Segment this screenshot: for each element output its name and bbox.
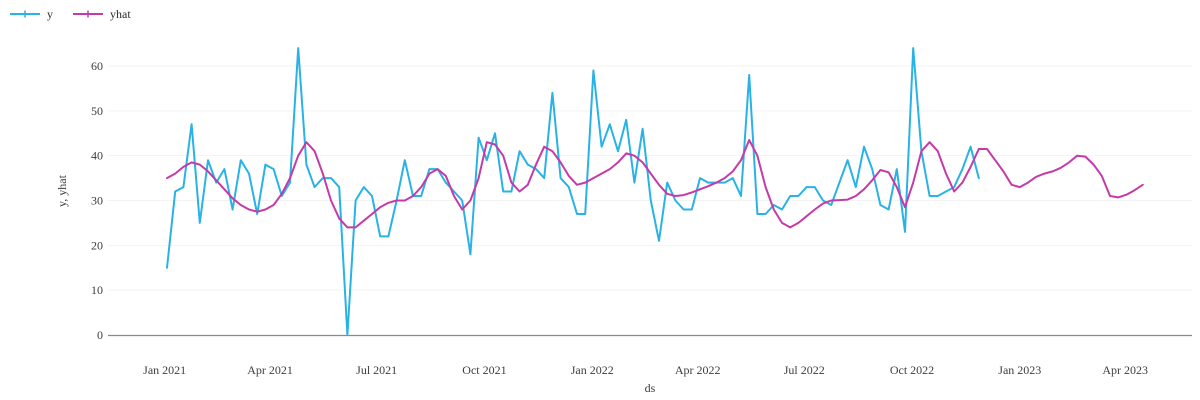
- x-tick-label: Jan 2022: [571, 363, 614, 377]
- yhat-series-line: [166, 139, 1144, 229]
- legend-item-y: y: [10, 7, 53, 20]
- y-tick-label: 50: [91, 104, 103, 118]
- x-tick-label: Jan 2023: [998, 363, 1041, 377]
- legend-label-yhat: yhat: [110, 7, 131, 21]
- chart-legend: y yhat: [10, 7, 131, 20]
- x-tick-label: Apr 2021: [247, 363, 293, 377]
- y-tick-label: 40: [91, 149, 103, 163]
- x-tick-label: Apr 2022: [675, 363, 721, 377]
- x-tick-label: Jul 2022: [784, 363, 825, 377]
- x-tick-label: Jul 2021: [356, 363, 397, 377]
- x-tick-label: Apr 2023: [1102, 363, 1148, 377]
- y-tick-label: 60: [91, 59, 103, 73]
- y-tick-label: 10: [91, 283, 103, 297]
- y-tick-label: 20: [91, 238, 103, 252]
- x-tick-label: Oct 2021: [462, 363, 506, 377]
- legend-item-yhat: yhat: [73, 7, 131, 20]
- x-axis-title: ds: [645, 381, 656, 395]
- y-series-line: [166, 47, 980, 336]
- y-tick-label: 0: [97, 328, 103, 342]
- x-tick-label: Jan 2021: [143, 363, 186, 377]
- y-line-swatch-icon: [10, 10, 40, 17]
- yhat-line-swatch-icon: [73, 10, 103, 17]
- y-tick-label: 30: [91, 194, 103, 208]
- legend-label-y: y: [47, 7, 53, 21]
- x-tick-label: Oct 2022: [890, 363, 934, 377]
- y-axis-title: y, yhat: [55, 174, 69, 207]
